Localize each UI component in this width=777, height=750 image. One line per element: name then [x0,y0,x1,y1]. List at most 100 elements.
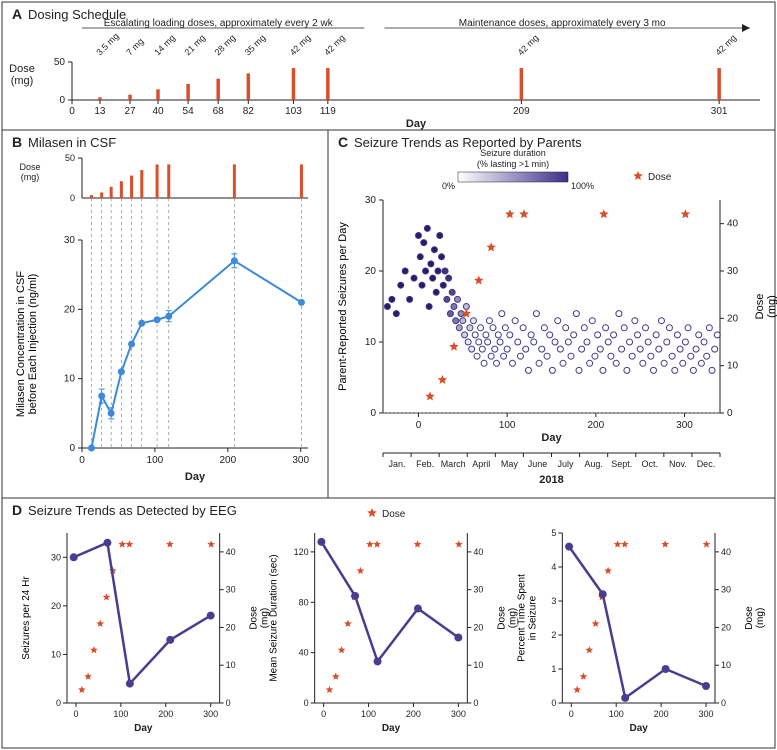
svg-text:0: 0 [416,420,422,431]
svg-text:10: 10 [64,374,76,385]
svg-text:82: 82 [243,106,255,117]
svg-text:10: 10 [51,649,61,659]
svg-text:14 mg: 14 mg [152,33,177,58]
svg-text:200: 200 [158,709,173,719]
svg-text:Oct.: Oct. [642,459,659,469]
svg-text:Maintenance doses, approximate: Maintenance doses, approximately every 3… [459,18,666,29]
svg-text:50: 50 [65,153,75,163]
svg-text:30: 30 [365,195,377,206]
svg-text:103: 103 [285,106,302,117]
svg-text:C: C [338,134,348,150]
figure-svg: ADosing Schedule050Dose(mg)0132740546882… [0,0,777,750]
svg-text:A: A [12,6,22,22]
svg-text:Dose: Dose [382,509,406,520]
svg-text:301: 301 [711,106,728,117]
svg-text:0: 0 [69,106,75,117]
svg-text:4: 4 [551,562,556,572]
svg-text:Feb.: Feb. [416,459,434,469]
svg-text:0: 0 [79,455,85,466]
svg-text:42 mg: 42 mg [713,33,738,58]
svg-text:40: 40 [226,547,236,557]
svg-text:68: 68 [213,106,225,117]
svg-text:Day: Day [541,432,562,444]
svg-text:Milasen in CSF: Milasen in CSF [28,135,116,150]
svg-text:B: B [12,134,22,150]
svg-text:Dec.: Dec. [697,459,716,469]
svg-text:10: 10 [226,660,236,670]
svg-text:Day: Day [406,118,427,130]
svg-text:2: 2 [551,630,556,640]
svg-text:Dose(mg): Dose(mg) [9,63,35,87]
svg-text:35 mg: 35 mg [243,33,268,58]
svg-text:20: 20 [721,622,731,632]
svg-text:Dose: Dose [648,172,672,183]
svg-text:May: May [501,459,519,469]
svg-text:0: 0 [321,709,326,719]
svg-text:0: 0 [727,408,733,419]
svg-text:(% lasting >1 min): (% lasting >1 min) [477,159,549,169]
svg-text:0: 0 [56,698,61,708]
svg-text:300: 300 [699,709,714,719]
svg-text:100: 100 [609,709,624,719]
svg-text:Dose(mg): Dose(mg) [496,606,518,630]
svg-text:Dose(mg): Dose(mg) [249,606,271,630]
svg-text:0: 0 [70,193,75,203]
svg-text:Dose(mg): Dose(mg) [19,162,40,182]
svg-text:13: 13 [94,106,106,117]
svg-text:100: 100 [113,709,128,719]
svg-text:10: 10 [721,660,731,670]
svg-text:30: 30 [721,585,731,595]
svg-text:Seizure Trends as Reported by: Seizure Trends as Reported by Parents [354,135,582,150]
svg-text:Day: Day [134,723,153,734]
svg-text:20: 20 [226,622,236,632]
svg-text:40: 40 [473,547,483,557]
svg-text:Percent Time Spentin Seizure: Percent Time Spentin Seizure [516,574,538,662]
svg-text:April: April [472,459,490,469]
svg-text:7 mg: 7 mg [124,36,145,57]
svg-text:20: 20 [473,622,483,632]
svg-text:30: 30 [64,235,76,246]
svg-text:2018: 2018 [539,474,563,486]
svg-text:Jan.: Jan. [389,459,406,469]
svg-text:20: 20 [64,304,76,315]
svg-text:42 mg: 42 mg [288,33,313,58]
svg-text:Milasen Concentration in CSFbe: Milasen Concentration in CSFbefore Each … [15,271,39,417]
svg-text:80: 80 [299,597,309,607]
svg-text:200: 200 [587,420,604,431]
svg-text:30: 30 [226,585,236,595]
svg-text:100: 100 [147,455,164,466]
svg-text:300: 300 [451,709,466,719]
figure-container: ADosing Schedule050Dose(mg)0132740546882… [0,0,777,750]
svg-text:120: 120 [294,547,309,557]
svg-text:30: 30 [727,266,739,277]
svg-text:June: June [528,459,548,469]
svg-text:0: 0 [569,709,574,719]
svg-text:200: 200 [219,455,236,466]
svg-text:10: 10 [473,660,483,670]
svg-text:5: 5 [551,528,556,538]
svg-text:21 mg: 21 mg [182,33,207,58]
svg-text:Nov.: Nov. [669,459,687,469]
svg-text:1: 1 [551,664,556,674]
svg-text:Parent-Reported Seizures per D: Parent-Reported Seizures per Day [337,222,349,391]
svg-text:100%: 100% [571,181,594,191]
svg-text:100: 100 [361,709,376,719]
svg-text:200: 200 [406,709,421,719]
svg-text:10: 10 [727,361,739,372]
svg-text:Aug.: Aug. [584,459,603,469]
svg-text:March: March [441,459,466,469]
svg-text:0: 0 [721,698,726,708]
svg-text:Seizure Trends as Detected by: Seizure Trends as Detected by EEG [28,503,237,518]
svg-text:Escalating loading doses, appr: Escalating loading doses, approximately … [104,18,334,29]
svg-text:300: 300 [676,420,693,431]
svg-text:40: 40 [299,648,309,658]
svg-text:40: 40 [152,106,164,117]
svg-text:42 mg: 42 mg [322,33,347,58]
svg-text:300: 300 [292,455,309,466]
svg-text:40: 40 [721,547,731,557]
svg-text:Dose(mg): Dose(mg) [754,294,777,320]
svg-text:10: 10 [365,337,377,348]
svg-text:20: 20 [51,601,61,611]
svg-text:300: 300 [203,709,218,719]
svg-text:100: 100 [499,420,516,431]
